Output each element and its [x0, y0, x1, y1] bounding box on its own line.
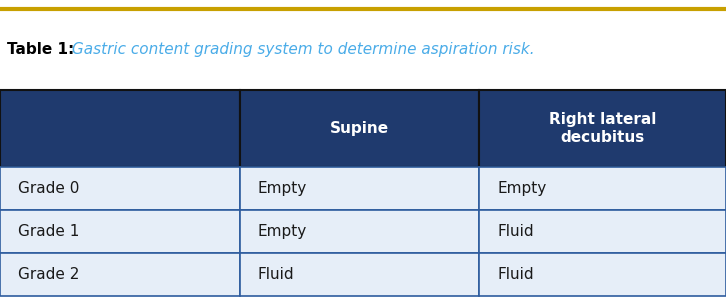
Text: Table 1:: Table 1: [7, 42, 75, 57]
Bar [479, 210, 726, 253]
Text: Empty: Empty [497, 181, 547, 196]
Bar [240, 90, 479, 167]
Text: Empty: Empty [258, 181, 307, 196]
Text: Grade 2: Grade 2 [18, 267, 80, 282]
Bar [0, 210, 240, 253]
Bar [240, 210, 479, 253]
Bar [0, 90, 240, 167]
Bar [479, 167, 726, 210]
Text: Grade 0: Grade 0 [18, 181, 80, 196]
Bar [240, 253, 479, 296]
Text: Supine: Supine [330, 121, 389, 136]
Text: Right lateral
decubitus: Right lateral decubitus [549, 112, 656, 145]
Bar [479, 253, 726, 296]
Bar [0, 167, 240, 210]
Text: Gastric content grading system to determine aspiration risk.: Gastric content grading system to determ… [67, 42, 534, 57]
Text: Empty: Empty [258, 224, 307, 239]
Text: Fluid: Fluid [258, 267, 294, 282]
Bar [240, 167, 479, 210]
Bar [0, 253, 240, 296]
Text: Fluid: Fluid [497, 267, 534, 282]
Bar [479, 90, 726, 167]
Text: Fluid: Fluid [497, 224, 534, 239]
Text: Grade 1: Grade 1 [18, 224, 80, 239]
